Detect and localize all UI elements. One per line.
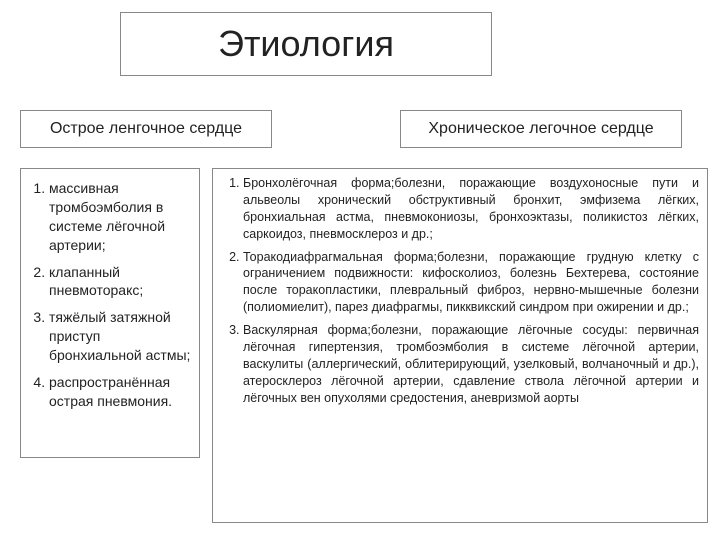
list-item: Торакодиафрагмальная форма;болезни, пора…: [243, 249, 699, 317]
list-item: клапанный пневмоторакс;: [49, 263, 193, 301]
header-left-text: Острое ленгочное сердце: [50, 120, 242, 138]
header-right-text: Хроническое легочное сердце: [428, 120, 653, 138]
list-item: тяжёлый затяжной приступ бронхиальной ас…: [49, 308, 193, 365]
right-list: Бронхолёгочная форма;болезни, поражающие…: [221, 175, 699, 406]
list-item: Васкулярная форма;болезни, поражающие лё…: [243, 322, 699, 406]
right-content-box: Бронхолёгочная форма;болезни, поражающие…: [212, 168, 708, 523]
slide-root: Этиология Острое ленгочное сердце Хронич…: [0, 0, 720, 540]
header-left-box: Острое ленгочное сердце: [20, 110, 272, 148]
list-item: Бронхолёгочная форма;болезни, поражающие…: [243, 175, 699, 243]
list-item: массивная тромбоэмболия в системе лёгочн…: [49, 179, 193, 255]
header-right-box: Хроническое легочное сердце: [400, 110, 682, 148]
left-list: массивная тромбоэмболия в системе лёгочн…: [23, 179, 193, 411]
list-item: распространённая острая пневмония.: [49, 373, 193, 411]
slide-title: Этиология: [218, 23, 394, 65]
left-content-box: массивная тромбоэмболия в системе лёгочн…: [20, 168, 200, 458]
title-box: Этиология: [120, 12, 492, 76]
